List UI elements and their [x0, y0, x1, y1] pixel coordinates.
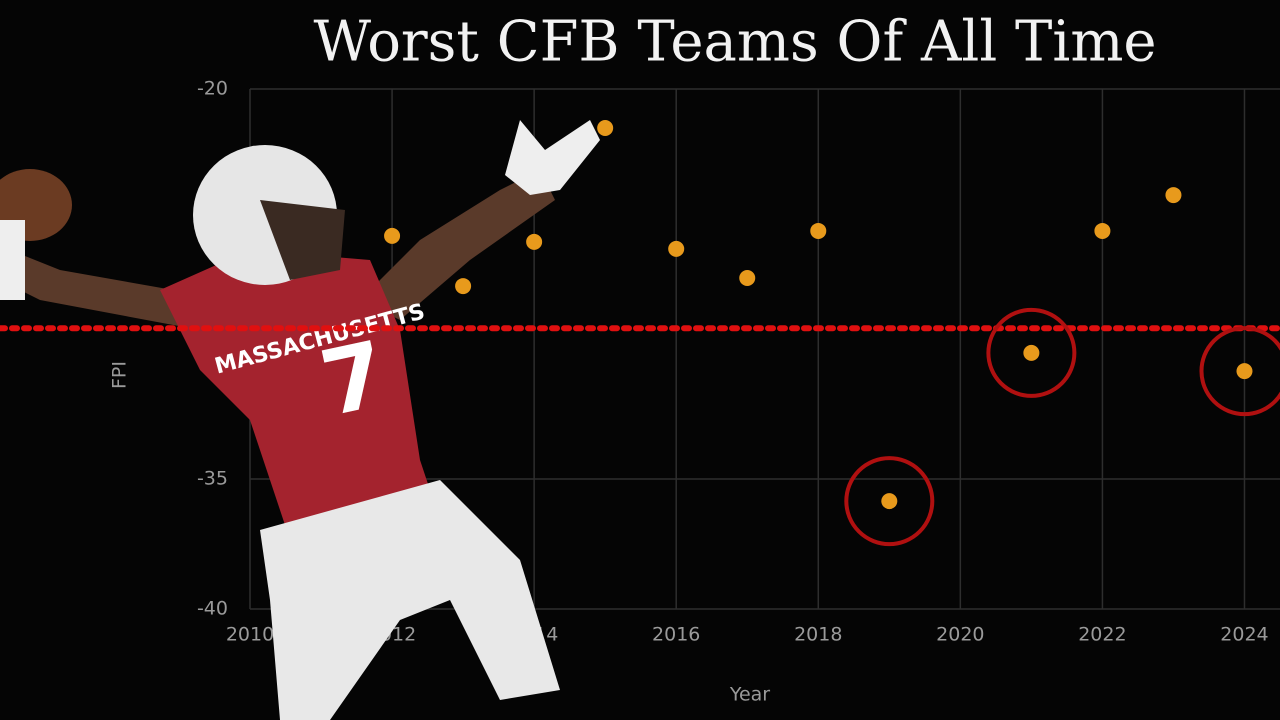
x-tick-label: 2022	[1078, 624, 1126, 646]
data-point	[526, 233, 543, 250]
highlight-circle	[1199, 326, 1280, 417]
player-photo: MASSACHUSETTS 7	[0, 120, 600, 720]
y-axis-title: FPI	[109, 361, 131, 389]
x-tick-label: 2018	[794, 624, 842, 646]
x-tick-label: 2016	[652, 624, 700, 646]
data-point	[668, 240, 685, 257]
x-tick-label: 2024	[1220, 624, 1268, 646]
y-tick-label: -40	[197, 598, 228, 620]
data-point	[739, 270, 756, 287]
data-point	[1023, 344, 1040, 361]
x-tick-label: 2020	[936, 624, 984, 646]
data-point	[1236, 363, 1253, 380]
highlight-circle	[844, 456, 935, 547]
data-point	[384, 227, 401, 244]
x-tick-label: 2010	[226, 624, 274, 646]
data-point	[455, 278, 472, 295]
y-tick-label: -20	[197, 78, 228, 100]
data-point	[881, 493, 898, 510]
x-axis-title: Year	[729, 684, 770, 706]
data-point	[1094, 222, 1111, 239]
highlight-circle	[986, 307, 1077, 398]
data-point	[597, 120, 614, 136]
data-point	[1165, 187, 1182, 204]
y-tick-label: -35	[197, 468, 228, 490]
data-point	[810, 222, 827, 239]
chart-title: Worst CFB Teams Of All Time	[313, 10, 1156, 75]
